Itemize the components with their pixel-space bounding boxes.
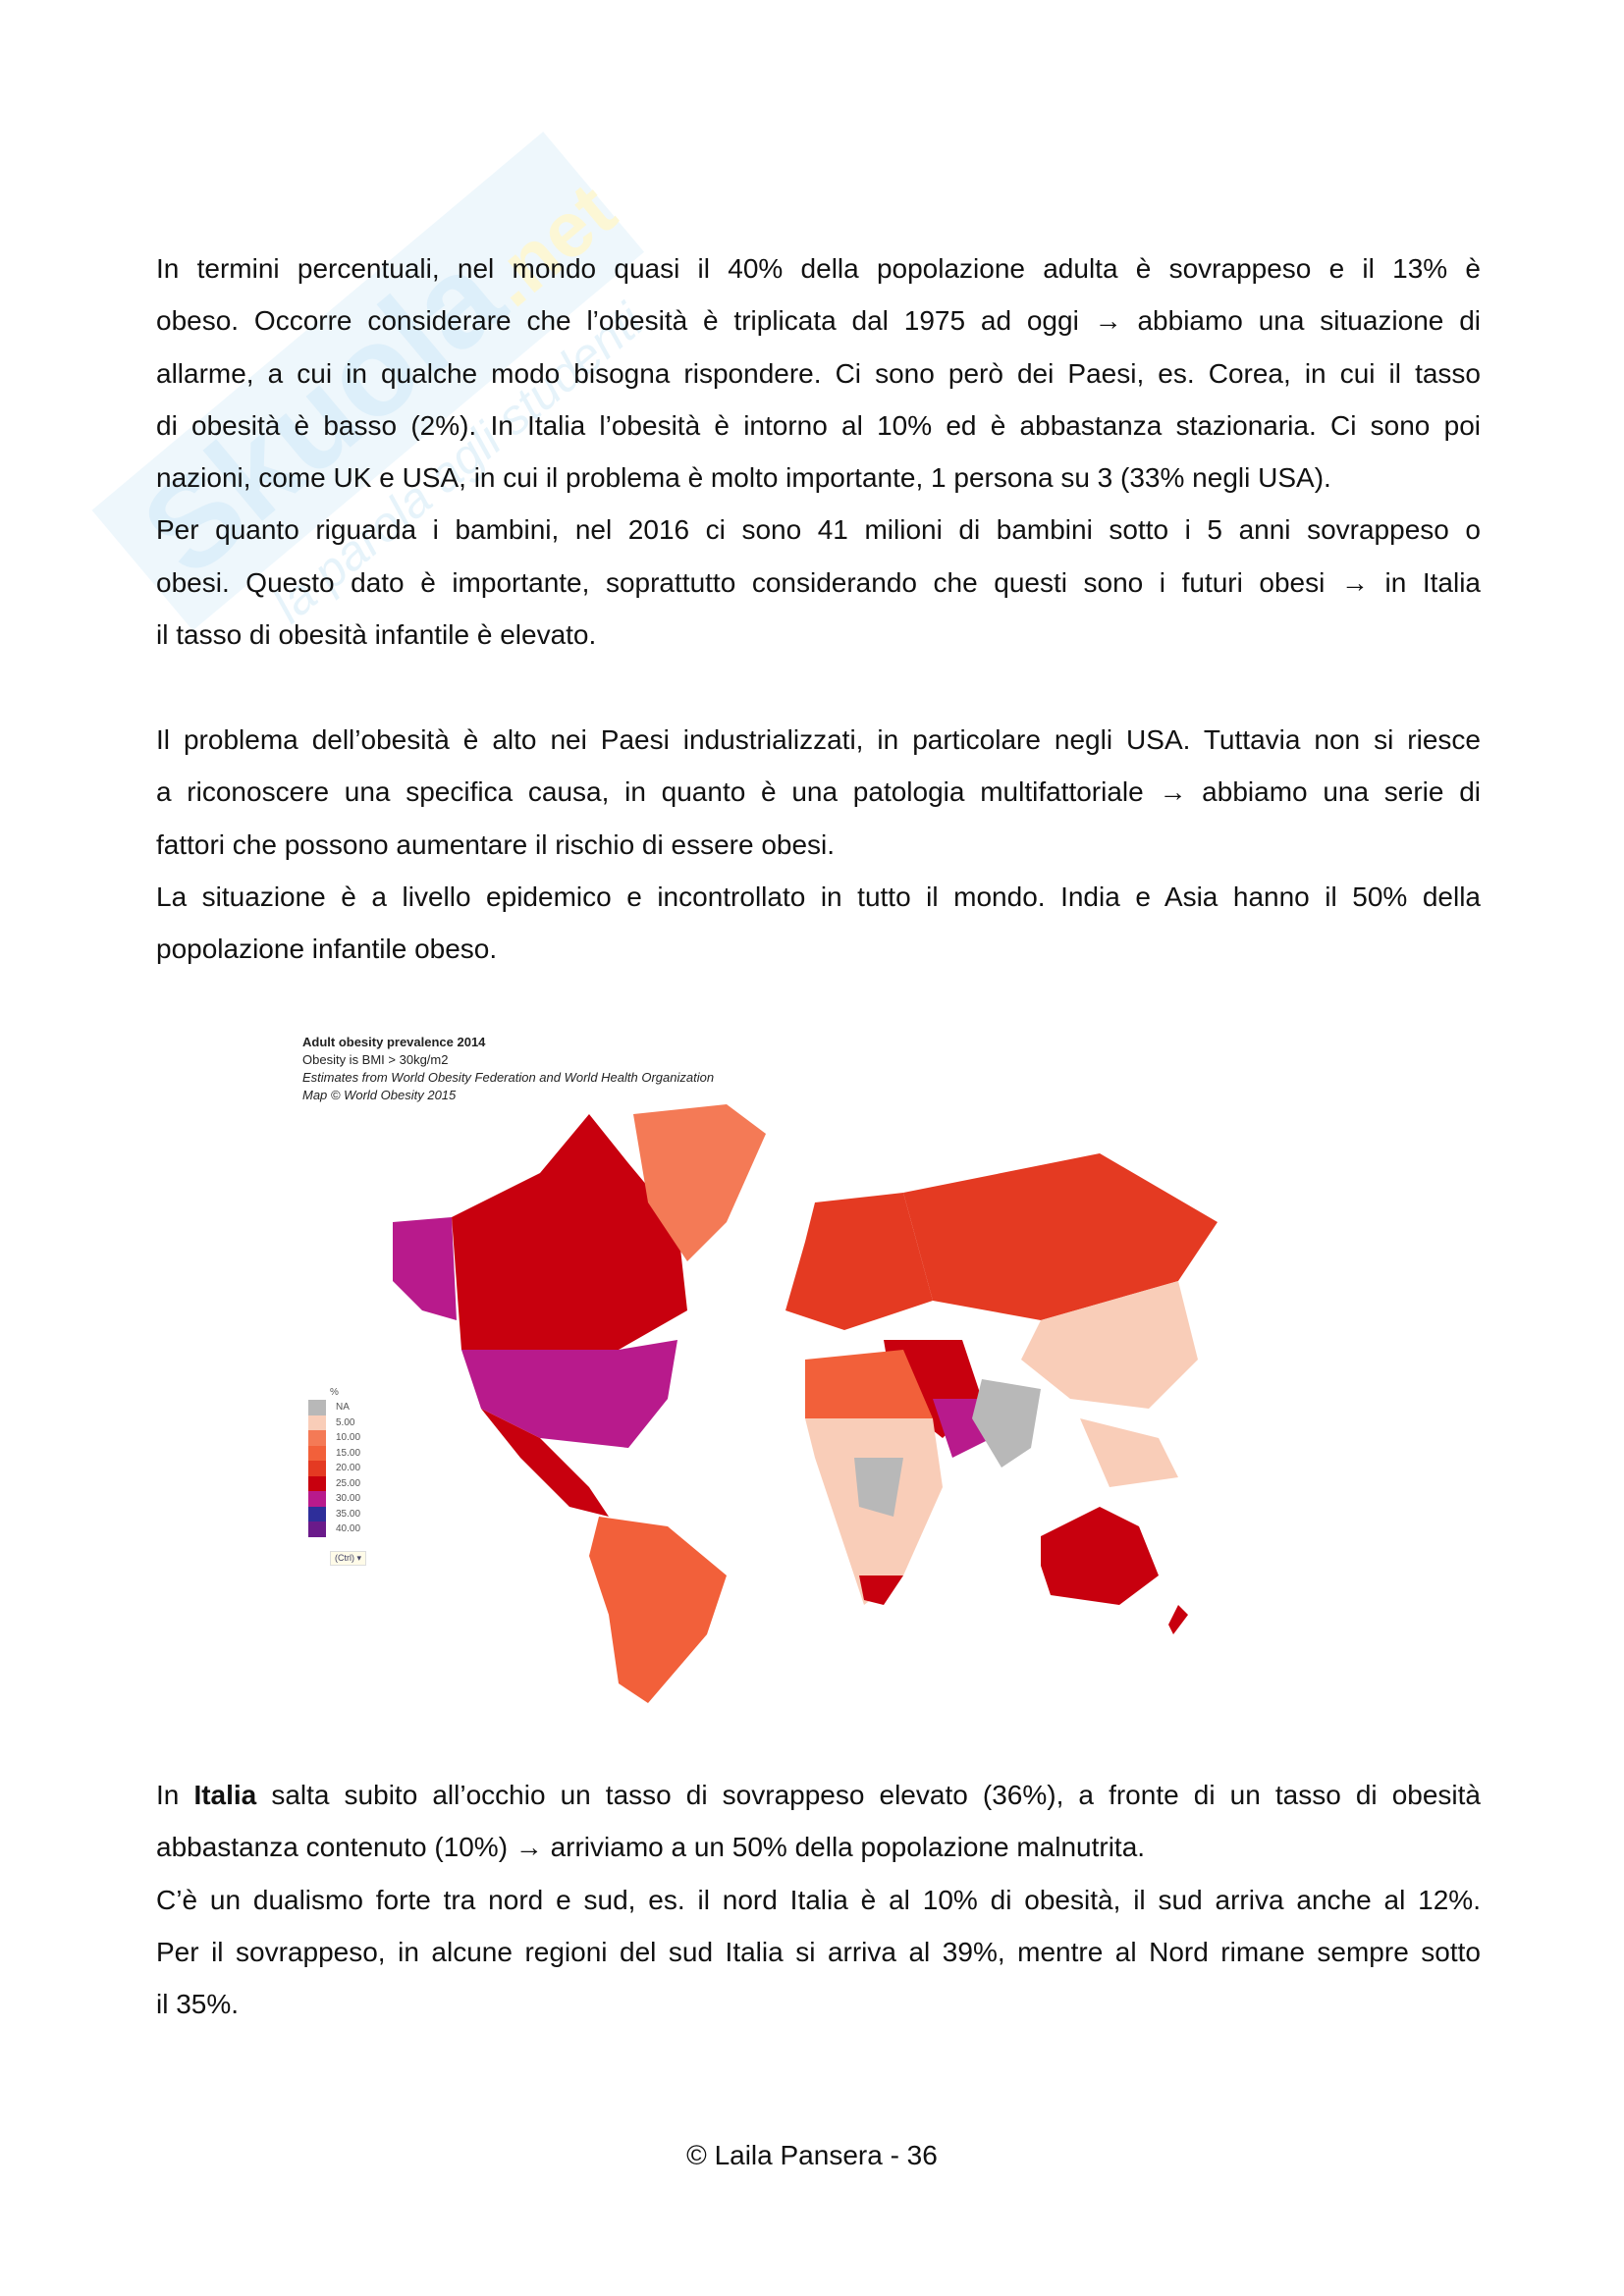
china: [1021, 1281, 1198, 1409]
text-line: C’è un dualismo forte tra nord e sud, es…: [156, 1884, 1481, 1915]
legend-item: 30.00: [308, 1491, 360, 1507]
text-line: Il problema dell’obesità è alto nei Paes…: [156, 724, 1481, 755]
paste-options-button: (Ctrl) ▾: [330, 1551, 367, 1566]
greenland: [633, 1104, 766, 1261]
text-line: Per quanto riguarda i bambini, nel 2016 …: [156, 514, 1481, 546]
text-line: obesi. Questo dato è importante, sopratt…: [156, 566, 1481, 598]
paragraph-italy: In Italia salta subito all’occhio un tas…: [156, 1769, 1481, 2030]
map-source: Estimates from World Obesity Federation …: [302, 1070, 715, 1085]
map-title: Adult obesity prevalence 2014: [302, 1035, 486, 1049]
africa-north: [805, 1350, 933, 1418]
text-line: In Italia salta subito all’occhio un tas…: [156, 1780, 1481, 1810]
legend-label: 5.00: [336, 1416, 355, 1428]
text-line: Per il sovrappeso, in alcune regioni del…: [156, 1936, 1481, 1967]
paragraph-industrialized-countries: Il problema dell’obesità è alto nei Paes…: [156, 714, 1481, 975]
south-america: [589, 1517, 727, 1703]
map-caption: Adult obesity prevalence 2014 Obesity is…: [302, 1034, 714, 1104]
legend-item: 15.00: [308, 1445, 361, 1461]
legend-label: 35.00: [336, 1508, 361, 1520]
legend-swatch: [308, 1461, 326, 1476]
india: [972, 1379, 1041, 1468]
europe: [785, 1193, 933, 1330]
text-line: il tasso di obesità infantile è elevato.: [156, 619, 597, 651]
south-africa: [859, 1575, 903, 1605]
legend-swatch: [308, 1415, 326, 1430]
text-line: obeso. Occorre considerare che l’obesità…: [156, 305, 1481, 337]
text-line: nazioni, come UK e USA, in cui il proble…: [156, 462, 1331, 494]
text-line: il 35%.: [156, 1989, 240, 2020]
southeast-asia: [1080, 1418, 1178, 1487]
legend-label: NA: [336, 1402, 350, 1414]
map-subtitle: Obesity is BMI > 30kg/m2: [302, 1052, 449, 1067]
legend-swatch: [308, 1445, 326, 1461]
legend-item: 10.00: [308, 1430, 360, 1446]
paragraph-world-obesity: In termini percentuali, nel mondo quasi …: [156, 242, 1481, 661]
canada: [452, 1114, 687, 1350]
legend-item: 40.00: [308, 1522, 360, 1537]
legend-label: 15.00: [336, 1447, 361, 1459]
legend-label: 10.00: [336, 1432, 361, 1444]
africa: [805, 1418, 943, 1605]
legend-item: NA: [308, 1400, 360, 1415]
legend-item: 25.00: [308, 1475, 361, 1491]
world-map: [393, 1104, 1218, 1703]
map-legend: % NA 5.00 10.00 15.00 20.00 25.00 30.00 35.00 40…: [308, 1387, 360, 1537]
obesity-world-map-figure: Adult obesity prevalence 2014 Obesity is…: [295, 1026, 1360, 1703]
legend-label: 40.00: [336, 1523, 361, 1535]
usa: [461, 1340, 677, 1448]
russia: [903, 1153, 1218, 1320]
africa-central: [854, 1458, 903, 1517]
legend-label: 20.00: [336, 1463, 361, 1474]
legend-swatch: [308, 1430, 326, 1446]
text-line: di obesità è basso (2%). In Italia l’obe…: [156, 409, 1481, 441]
australia: [1041, 1507, 1159, 1605]
text-line: fattori che possono aumentare il rischio…: [156, 828, 836, 860]
legend-item: 5.00: [308, 1415, 360, 1430]
bold-text: Italia: [193, 1780, 257, 1810]
legend-swatch: [308, 1475, 326, 1491]
legend-unit: %: [330, 1387, 339, 1398]
page-footer: © Laila Pansera - 36: [686, 2140, 938, 2170]
text-line: allarme, a cui in qualche modo bisogna r…: [156, 357, 1481, 389]
new-zealand: [1168, 1605, 1188, 1634]
mexico-central-america: [481, 1409, 609, 1517]
legend-label: 30.00: [336, 1493, 361, 1505]
text-line: La situazione è a livello epidemico e in…: [156, 881, 1481, 912]
legend-label: 25.00: [336, 1477, 361, 1489]
text-line: In termini percentuali, nel mondo quasi …: [156, 253, 1481, 284]
legend-item: 20.00: [308, 1461, 360, 1476]
text-line: abbastanza contenuto (10%) → arriviamo a…: [156, 1832, 1146, 1863]
map-credit: Map © World Obesity 2015: [302, 1088, 457, 1102]
legend-swatch: [308, 1522, 326, 1537]
legend-swatch: [308, 1400, 326, 1415]
legend-swatch: [308, 1491, 326, 1507]
text-line: popolazione infantile obeso.: [156, 934, 498, 965]
text-line: a riconoscere una specifica causa, in qu…: [156, 776, 1481, 808]
alaska: [393, 1217, 457, 1320]
legend-swatch: [308, 1506, 326, 1522]
legend-item: 35.00: [308, 1506, 361, 1522]
